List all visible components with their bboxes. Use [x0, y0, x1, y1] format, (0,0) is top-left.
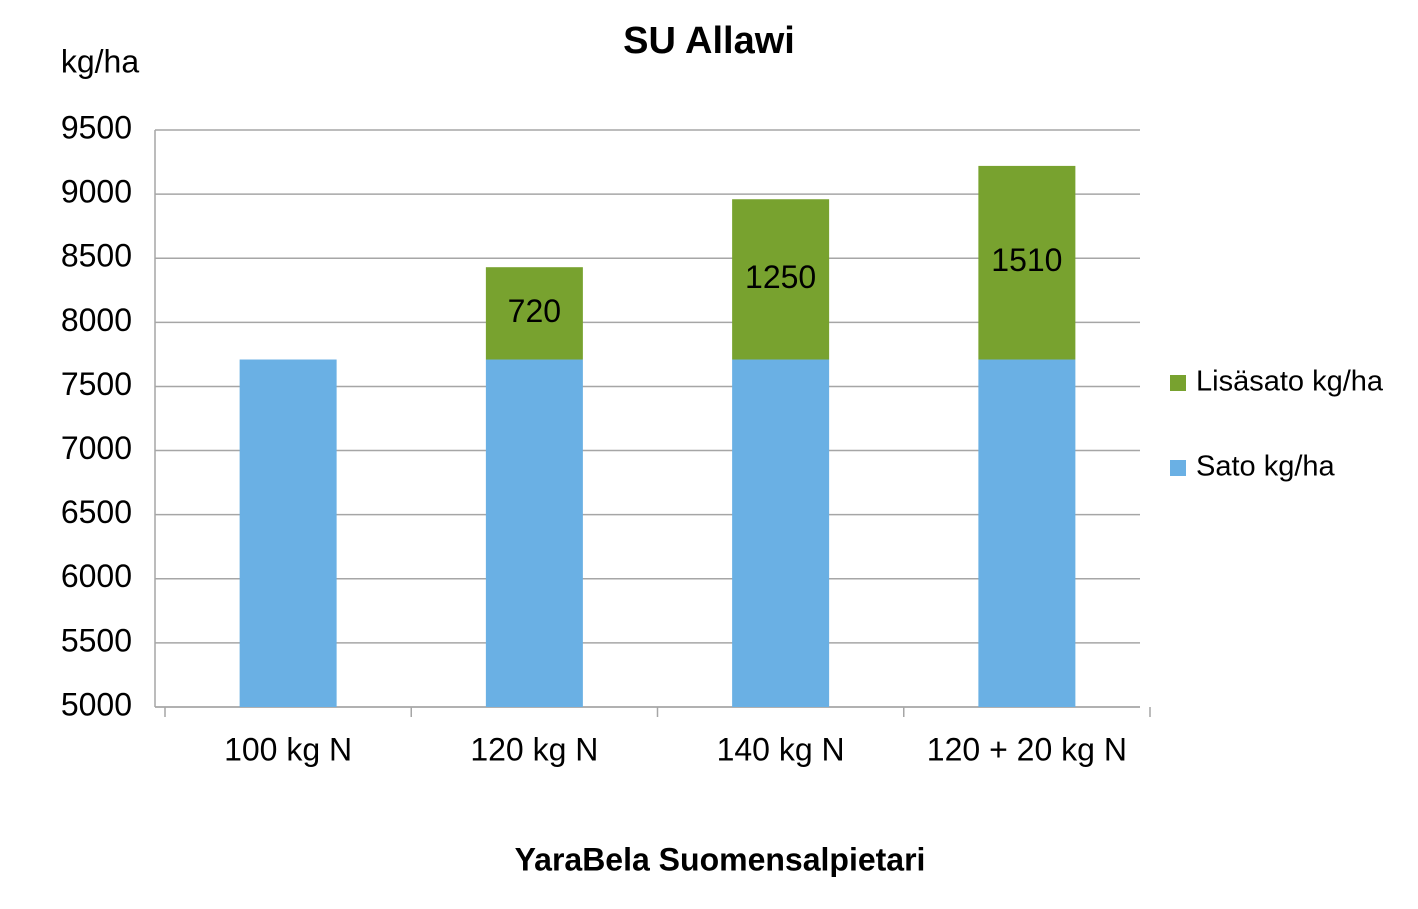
data-label: 720 [508, 293, 561, 329]
legend-label: Lisäsato kg/ha [1196, 366, 1384, 398]
y-tick-label: 9500 [61, 109, 132, 145]
bar-segment [978, 165, 1076, 360]
x-tick-label: 140 kg N [717, 731, 845, 767]
y-tick-label: 5000 [61, 686, 132, 722]
y-tick-label: 5500 [61, 622, 132, 658]
legend-swatch [1170, 375, 1186, 391]
legend-swatch [1170, 460, 1186, 476]
y-tick-label: 6000 [61, 558, 132, 594]
x-axis-label: YaraBela Suomensalpietari [515, 841, 926, 877]
x-tick-label: 120 kg N [470, 731, 598, 767]
x-tick-label: 100 kg N [224, 731, 352, 767]
chart-title: SU Allawi [623, 20, 795, 62]
y-tick-label: 9000 [61, 174, 132, 210]
bar-segment [239, 359, 337, 707]
bar-segment [485, 359, 583, 707]
y-tick-label: 7000 [61, 430, 132, 466]
data-label: 1250 [745, 259, 816, 295]
legend-label: Sato kg/ha [1196, 451, 1336, 483]
y-tick-label: 8000 [61, 302, 132, 338]
y-tick-label: 6500 [61, 494, 132, 530]
bar-segment [732, 359, 830, 707]
y-tick-label: 7500 [61, 366, 132, 402]
x-tick-label: 120 + 20 kg N [927, 731, 1127, 767]
y-tick-label: 8500 [61, 238, 132, 274]
bar-segment [732, 199, 830, 360]
bar-segment [485, 267, 583, 360]
data-label: 1510 [991, 242, 1062, 278]
bar-segment [978, 359, 1076, 707]
y-axis-label: kg/ha [61, 43, 139, 79]
